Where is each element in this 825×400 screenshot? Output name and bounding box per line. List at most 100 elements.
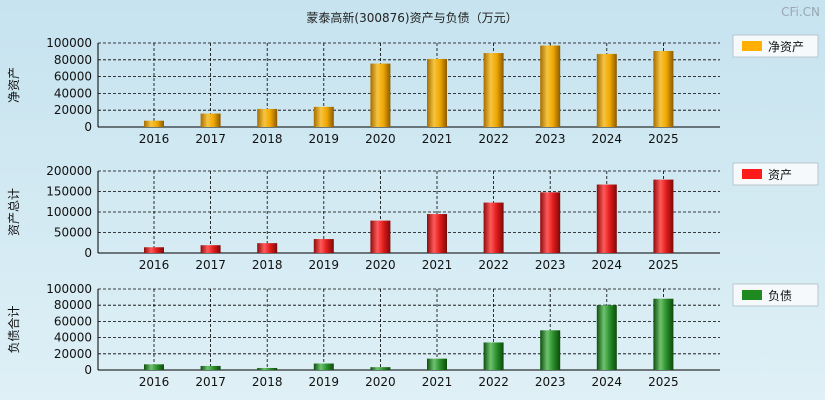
y-axis-label: 负债合计 <box>6 305 21 353</box>
y-tick-label: 20000 <box>54 347 92 361</box>
x-tick-label: 2021 <box>422 375 453 389</box>
x-tick-label: 2025 <box>648 375 679 389</box>
y-tick-label: 50000 <box>54 226 92 240</box>
legend-label: 资产 <box>768 168 792 182</box>
bar-2019 <box>313 363 334 370</box>
x-tick-label: 2019 <box>309 132 340 146</box>
bar-2016 <box>144 364 164 370</box>
x-tick-label: 2018 <box>252 132 283 146</box>
bar-2018 <box>257 243 278 253</box>
x-tick-label: 2024 <box>592 258 623 272</box>
x-tick-label: 2018 <box>252 375 283 389</box>
bar-2023 <box>540 45 561 127</box>
legend-box <box>732 34 819 58</box>
x-tick-label: 2020 <box>365 375 396 389</box>
bar-2024 <box>596 53 617 127</box>
bar-2024 <box>596 305 617 370</box>
x-tick-label: 2020 <box>365 258 396 272</box>
x-tick-label: 2022 <box>478 258 509 272</box>
x-tick-label: 2016 <box>139 132 170 146</box>
bar-2023 <box>540 330 561 370</box>
y-tick-label: 100000 <box>46 205 92 219</box>
x-tick-label: 2017 <box>195 375 226 389</box>
x-tick-label: 2023 <box>535 132 566 146</box>
y-tick-label: 80000 <box>54 298 92 312</box>
x-tick-label: 2024 <box>592 132 623 146</box>
y-tick-label: 0 <box>84 120 92 134</box>
y-tick-label: 40000 <box>54 86 92 100</box>
bar-2016 <box>144 247 164 253</box>
bar-2021 <box>427 214 447 253</box>
bar-2019 <box>313 239 334 253</box>
bar-2022 <box>483 342 504 370</box>
x-tick-label: 2017 <box>195 132 226 146</box>
y-tick-label: 100000 <box>46 36 92 50</box>
x-tick-label: 2022 <box>478 375 509 389</box>
legend: 资产 <box>732 162 819 186</box>
legend-swatch <box>742 290 762 300</box>
chart-panel-1: 0 20000 40000 60000 80000 100000 2016 2017 2018 2… <box>7 34 819 146</box>
x-tick-label: 2025 <box>648 132 679 146</box>
x-tick-label: 2018 <box>252 258 283 272</box>
bar-2020 <box>370 367 391 370</box>
y-tick-label: 0 <box>84 246 92 260</box>
x-tick-label: 2016 <box>139 375 170 389</box>
bar-2021 <box>427 358 447 370</box>
x-tick-label: 2019 <box>309 375 340 389</box>
x-tick-label: 2016 <box>139 258 170 272</box>
bar-2024 <box>596 184 617 253</box>
legend-swatch <box>742 41 762 51</box>
bar-2022 <box>483 202 504 253</box>
bar-2020 <box>370 220 391 253</box>
x-tick-label: 2024 <box>592 375 623 389</box>
y-tick-label: 60000 <box>54 70 92 84</box>
chart-title: 蒙泰高新(300876)资产与负债（万元） <box>306 10 517 25</box>
legend-label: 负债 <box>768 289 792 303</box>
x-tick-label: 2023 <box>535 258 566 272</box>
y-tick-label: 0 <box>84 363 92 377</box>
bar-2018 <box>257 108 278 127</box>
bar-2016 <box>144 120 164 127</box>
y-tick-label: 100000 <box>46 282 92 296</box>
x-tick-label: 2022 <box>478 132 509 146</box>
chart-panel-3: 0 20000 40000 60000 80000 100000 2016 2017 2018 2… <box>6 282 819 389</box>
x-tick-label: 2021 <box>422 132 453 146</box>
y-tick-label: 20000 <box>54 103 92 117</box>
x-tick-label: 2025 <box>648 258 679 272</box>
bar-2019 <box>313 106 334 127</box>
bar-2018 <box>257 367 278 370</box>
bar-2022 <box>483 53 504 127</box>
bar-2020 <box>370 63 391 127</box>
y-tick-label: 60000 <box>54 314 92 328</box>
y-tick-label: 80000 <box>54 53 92 67</box>
legend-label: 净资产 <box>768 40 804 54</box>
plot-area <box>98 43 720 127</box>
bar-2025 <box>653 50 674 128</box>
bar-2025 <box>653 179 674 253</box>
legend-swatch <box>742 169 762 179</box>
watermark: CFi.CN <box>781 5 820 19</box>
x-tick-label: 2019 <box>309 258 340 272</box>
y-tick-label: 40000 <box>54 331 92 345</box>
bar-2021 <box>427 58 447 127</box>
legend: 负债 <box>732 283 819 307</box>
legend: 净资产 <box>732 34 819 58</box>
x-tick-label: 2020 <box>365 132 396 146</box>
x-tick-label: 2023 <box>535 375 566 389</box>
y-tick-label: 200000 <box>46 164 92 178</box>
chart-panel-2: 0 50000 100000 150000 200000 2016 2017 2018 2019… <box>7 162 819 272</box>
bar-2025 <box>653 298 674 370</box>
plot-area <box>98 289 720 370</box>
x-tick-label: 2021 <box>422 258 453 272</box>
bar-2023 <box>540 192 561 253</box>
x-tick-label: 2017 <box>195 258 226 272</box>
y-axis-label: 净资产 <box>7 67 21 103</box>
bar-2017 <box>200 365 221 370</box>
bar-2017 <box>200 245 221 253</box>
legend-box <box>732 283 819 307</box>
legend-box <box>732 162 819 186</box>
y-axis-label: 资产总计 <box>7 188 21 236</box>
bar-2017 <box>200 113 221 127</box>
y-tick-label: 150000 <box>46 185 92 199</box>
